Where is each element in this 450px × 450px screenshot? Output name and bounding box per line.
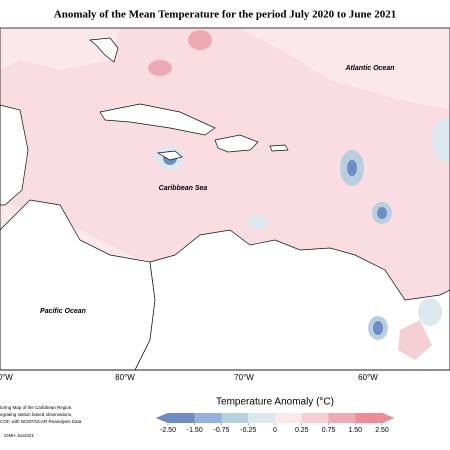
longitude-label: 80°W [115,373,135,382]
colorbar-end [155,412,169,424]
land [89,37,119,63]
anomaly-field [373,321,383,335]
anomaly-field [248,215,268,229]
colorbar-segment [194,413,222,423]
anomaly-field [347,160,357,176]
colorbar-tick-label: 1.50 [348,427,362,434]
map-border [0,27,450,371]
ocean-label: Caribbean Sea [159,185,208,192]
colorbar-segment [221,413,249,423]
longitude-label: 90°W [0,373,13,382]
colorbar-tick-label: -1.50 [187,427,203,434]
ocean-label: Pacific Ocean [40,308,86,315]
anomaly-field [418,298,442,326]
credit: egrating station based observations, [0,412,72,417]
anomaly-field [188,30,212,50]
longitude-label: 70°W [234,373,254,382]
anomaly-field [148,60,172,76]
colorbar-tick-label: 0.75 [322,427,336,434]
colorbar-tick-label: -2.50 [160,427,176,434]
credit: CIMH Jun2021 [4,433,35,438]
colorbar-tick-label: -0.25 [240,427,256,434]
colorbar-title: Temperature Anomaly (°C) [216,397,334,408]
colorbar-tick-label: 0.25 [295,427,309,434]
colorbar-segment [328,413,356,423]
colorbar-tick-label: -0.75 [214,427,230,434]
colorbar-segment [168,413,195,423]
land [156,150,183,161]
anomaly-field [398,320,432,360]
colorbar-segment [355,413,382,423]
ocean-label: Atlantic Ocean [344,65,394,72]
longitude-label: 60°W [358,373,378,382]
colorbar-segment [275,413,302,423]
credit: toring Map of the Caribbean Region. [0,405,73,410]
colorbar-segment [248,413,275,423]
colorbar-tick-label: 2.50 [375,427,389,434]
colorbar-segment [301,413,329,423]
map-frame [0,27,450,371]
anomaly-field [377,207,387,219]
colorbar-end [381,412,395,424]
anomaly-field [432,118,450,162]
anomaly-field [0,28,120,70]
credit: COF, with NCEP/NCAR Reanalysis Data [0,419,82,424]
land [99,103,216,136]
anomaly-field [240,28,450,110]
colorbar-tick-label: 0 [273,427,277,434]
land [0,104,29,206]
map-title: Anomaly of the Mean Temperature for the … [54,9,396,21]
colorbar: -2.50 -1.50 -0.75 -0.25 0 0.25 0.75 1.50 2.50 [155,412,395,434]
land [269,144,289,152]
land [214,134,259,153]
